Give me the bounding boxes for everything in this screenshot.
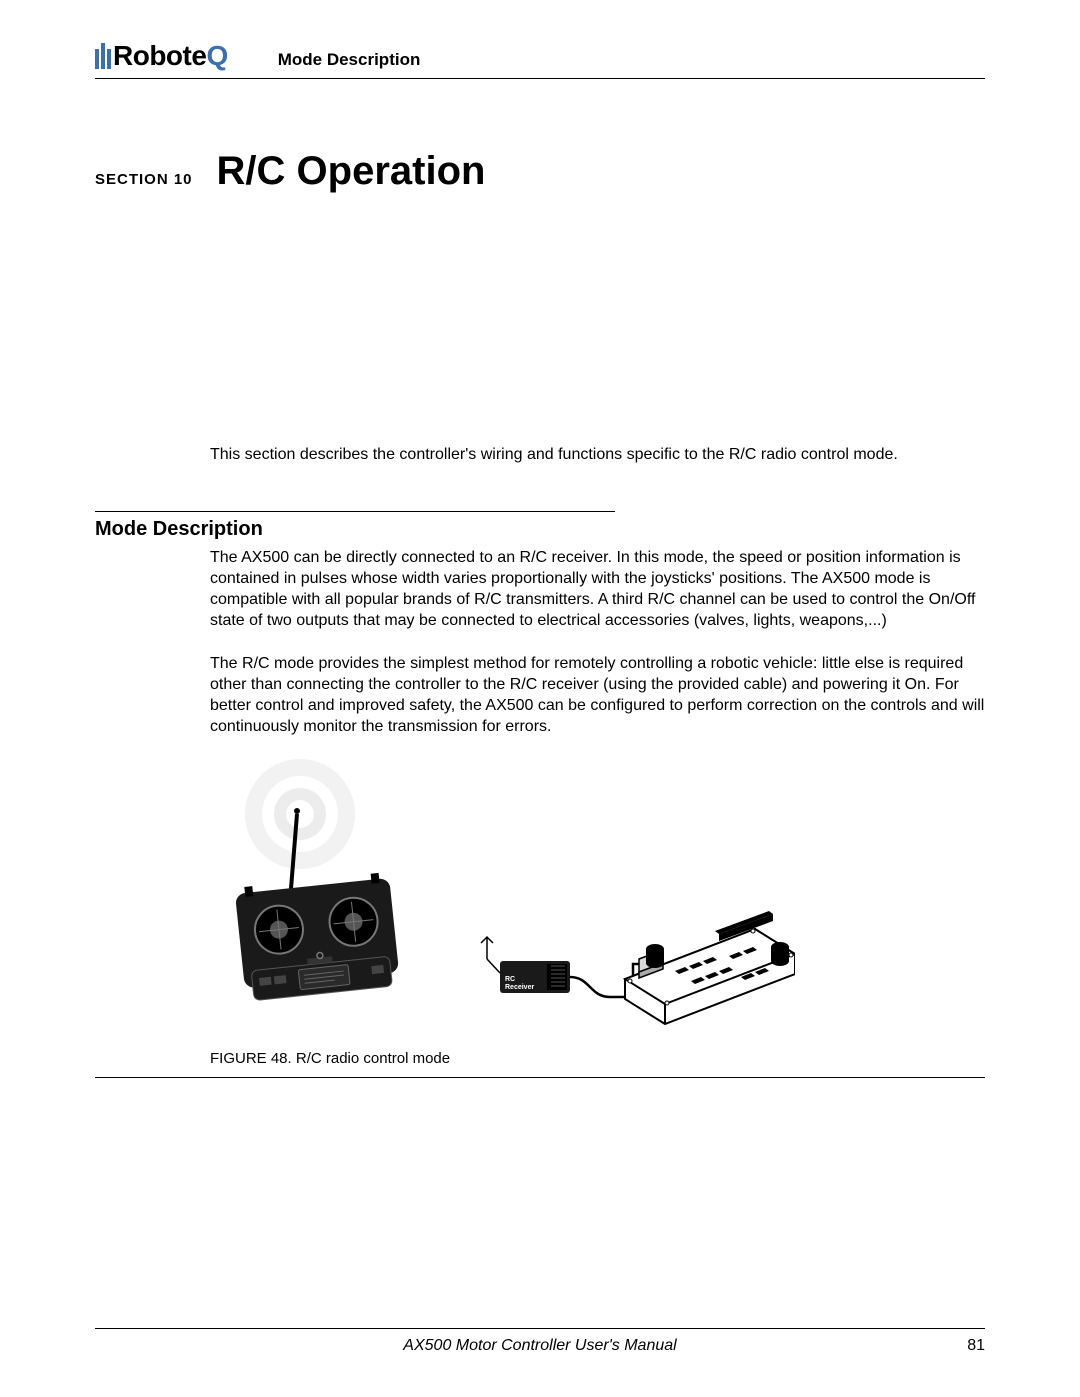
running-title: Mode Description — [278, 50, 421, 72]
section-heading: SECTION 10 R/C Operation — [95, 149, 985, 194]
radio-waves-icon — [245, 759, 355, 869]
mode-heading-rule: Mode Description — [95, 511, 615, 541]
mode-paragraph-1: The AX500 can be directly connected to a… — [210, 547, 985, 631]
rc-diagram-svg: RC Receiver — [195, 759, 795, 1039]
footer-page-number: 81 — [967, 1337, 985, 1355]
page-header: RoboteQ Mode Description — [95, 40, 985, 79]
figure-caption-text: R/C radio control mode — [296, 1050, 450, 1067]
page: RoboteQ Mode Description SECTION 10 R/C … — [0, 0, 1080, 1397]
figure-bottom-rule — [95, 1077, 985, 1078]
section-title: R/C Operation — [217, 149, 486, 194]
controller-board-icon — [625, 911, 795, 1024]
page-footer: AX500 Motor Controller User's Manual 81 — [95, 1328, 985, 1355]
receiver-antenna-icon — [481, 937, 500, 973]
intro-paragraph: This section describes the controller's … — [210, 444, 985, 466]
logo-bars-icon — [95, 43, 111, 69]
figure-number: FIGURE 48. — [210, 1050, 292, 1067]
figure-caption: FIGURE 48. R/C radio control mode — [210, 1050, 985, 1073]
receiver-icon: RC Receiver — [500, 961, 570, 993]
section-label: SECTION 10 — [95, 171, 193, 188]
mode-heading: Mode Description — [95, 518, 615, 541]
footer-manual-title: AX500 Motor Controller User's Manual — [403, 1337, 676, 1355]
figure-48: RC Receiver — [195, 759, 985, 1044]
brand-name: Robote — [113, 40, 206, 72]
brand-accent-letter: Q — [206, 40, 227, 72]
receiver-label-1: RC — [505, 976, 515, 983]
receiver-label-2: Receiver — [505, 984, 534, 991]
brand-logo: RoboteQ — [95, 40, 228, 72]
mode-paragraph-2: The R/C mode provides the simplest metho… — [210, 653, 985, 737]
